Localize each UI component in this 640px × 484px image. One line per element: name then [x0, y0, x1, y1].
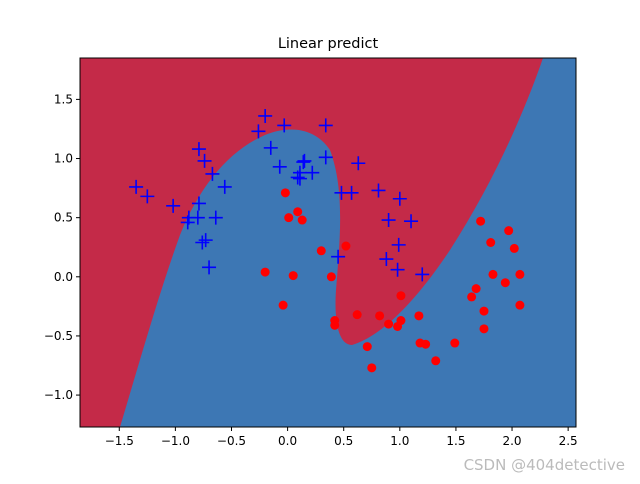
x-tick-label: 1.0: [390, 434, 409, 448]
circle-point: [479, 324, 489, 334]
plus-point: [258, 108, 273, 123]
plus-point: [197, 153, 212, 168]
plus-point: [191, 196, 206, 211]
plus-point: [272, 159, 287, 174]
circle-point: [375, 311, 385, 321]
plus-point: [318, 150, 333, 165]
plus-point: [344, 185, 359, 200]
plus-point: [404, 214, 419, 229]
plus-point: [263, 140, 278, 155]
circle-point: [278, 300, 288, 310]
x-tick-label: −1.5: [105, 434, 134, 448]
circle-point: [260, 267, 270, 277]
y-tick-label: −1.0: [44, 388, 73, 402]
x-tick-label: 0.5: [334, 434, 353, 448]
circle-point: [396, 316, 406, 326]
axes-frame: [79, 57, 577, 428]
x-tick-label: −0.5: [217, 434, 246, 448]
watermark: CSDN @404detective: [464, 456, 625, 474]
circle-point: [515, 269, 525, 279]
plus-point: [191, 142, 206, 157]
circle-point: [450, 338, 460, 348]
circle-point: [488, 269, 498, 279]
x-tick-label: 0.0: [278, 434, 297, 448]
plus-point: [318, 118, 333, 133]
chart-title: Linear predict: [278, 36, 379, 52]
plus-point: [198, 233, 213, 248]
circle-point: [297, 215, 307, 225]
plus-point: [292, 171, 307, 186]
circle-point: [326, 272, 336, 282]
y-tick-label: 0.5: [54, 211, 73, 225]
x-tick-label: 1.5: [446, 434, 465, 448]
circle-point: [288, 271, 298, 281]
plus-point: [379, 252, 394, 267]
circle-point: [330, 320, 340, 330]
circle-point: [341, 241, 351, 251]
circle-point: [316, 246, 326, 256]
circle-point: [515, 300, 525, 310]
circle-point: [280, 188, 290, 198]
plus-point: [390, 262, 405, 277]
plus-point: [371, 183, 386, 198]
circle-point: [471, 284, 481, 294]
circle-point: [396, 291, 406, 301]
circle-point: [284, 213, 294, 223]
plus-point: [195, 235, 210, 250]
plus-point: [217, 179, 232, 194]
plus-point: [205, 166, 220, 181]
plus-point: [208, 210, 223, 225]
plus-point: [351, 156, 366, 171]
plus-point: [415, 267, 430, 282]
x-tick-label: −1.0: [161, 434, 190, 448]
plus-point: [391, 237, 406, 252]
circle-point: [479, 306, 489, 316]
plus-point: [277, 118, 292, 133]
x-tick-label: 2.0: [502, 434, 521, 448]
plus-point: [296, 155, 311, 170]
circle-point: [421, 339, 431, 349]
plus-point: [305, 165, 320, 180]
y-tick-label: −0.5: [44, 329, 73, 343]
circle-point: [352, 310, 362, 320]
circle-point: [500, 278, 510, 288]
decision-regions: [80, 58, 576, 427]
circle-point: [384, 319, 394, 329]
circle-point: [509, 243, 519, 253]
plus-point: [190, 210, 205, 225]
plus-point: [140, 189, 155, 204]
plus-point: [381, 213, 396, 228]
plus-point: [251, 124, 266, 139]
y-tick-label: 0.0: [54, 270, 73, 284]
region-red: [80, 58, 543, 427]
plus-point: [202, 260, 217, 275]
plus-point: [129, 179, 144, 194]
circle-point: [293, 207, 303, 217]
plus-point: [180, 215, 195, 230]
y-tick-label: 1.0: [54, 152, 73, 166]
circle-point: [467, 292, 477, 302]
plus-point: [392, 191, 407, 206]
plus-point: [331, 249, 346, 264]
circle-point: [486, 238, 496, 247]
y-tick-label: 1.5: [54, 92, 73, 106]
plus-point: [297, 153, 312, 168]
x-tick-label: 2.5: [559, 434, 578, 448]
circle-point: [504, 226, 514, 236]
circle-point: [367, 363, 377, 373]
circle-point: [414, 311, 424, 321]
circle-point: [476, 216, 486, 226]
circle-point: [431, 356, 441, 366]
circle-point: [362, 342, 372, 352]
plus-point: [166, 198, 181, 213]
